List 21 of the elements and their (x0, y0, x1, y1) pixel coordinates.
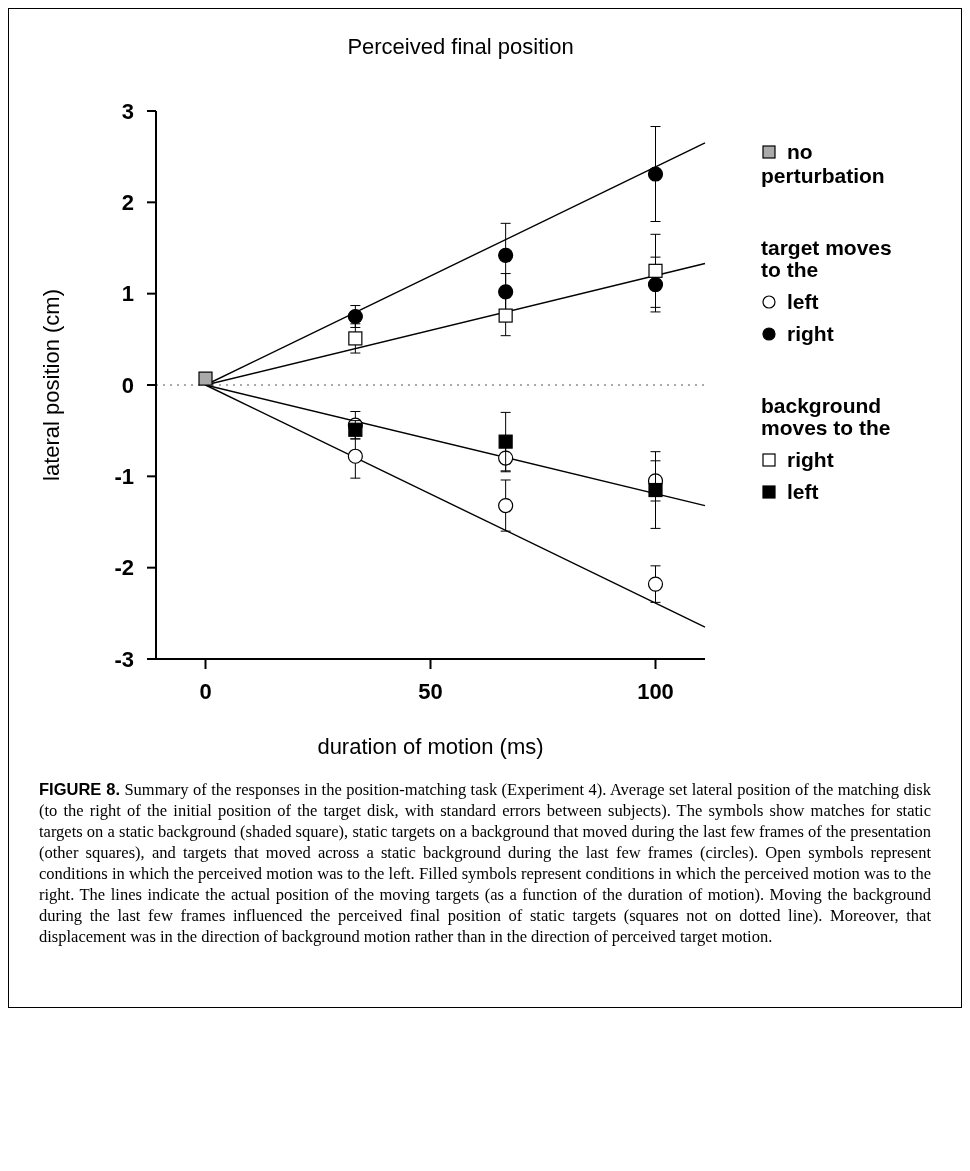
x-tick-label: 0 (199, 679, 212, 704)
legend-label: right (787, 322, 834, 345)
text: background moves to the (761, 394, 891, 439)
legend-label: no perturbation (761, 140, 885, 187)
legend-label: left (787, 290, 819, 313)
legend-label: left (787, 480, 819, 503)
text: FIGURE 8. Summary of the responses in the position-matching task (Experiment 4). Average set lateral position of the matching disk (to the right of the initial position of the target disk, with standard errors between subjects). The symbols show matches for static targets on a static background (shaded square), static targets on a background that moved during the last few frames of the presentation (other squares), and targets that moved across a static background during the last few frames (circles). Open symbols represent conditions in which the perceived motion was to the left. Filled symbols represent conditions in which the perceived motion was to the right. The lines indicate the actual position of the moving targets (as a function of the duration of motion). Moving the background during the last few frames influenced the perceived final position of static targets (squares not on dotted line). Moreover, that displacement was in the direction of background motion rather than in the direction of perceived target motion. (39, 780, 931, 946)
y-axis-title: lateral position (cm) (39, 289, 64, 481)
y-tick-label: -1 (114, 464, 134, 490)
x-axis-title: duration of motion (ms) (317, 734, 544, 759)
y-tick-label: 2 (121, 190, 134, 216)
y-tick-label: 3 (121, 98, 134, 124)
y-tick-label: 1 (121, 281, 134, 307)
y-tick-label: -3 (114, 646, 134, 672)
x-tick-label: 50 (418, 679, 443, 704)
legend-label: right (787, 448, 834, 471)
y-tick-label: -2 (114, 555, 134, 581)
chart-title: Perceived final position (347, 34, 574, 59)
text: target moves to the (761, 236, 892, 281)
y-tick-label: 0 (121, 372, 134, 398)
x-tick-label: 100 (637, 679, 674, 704)
